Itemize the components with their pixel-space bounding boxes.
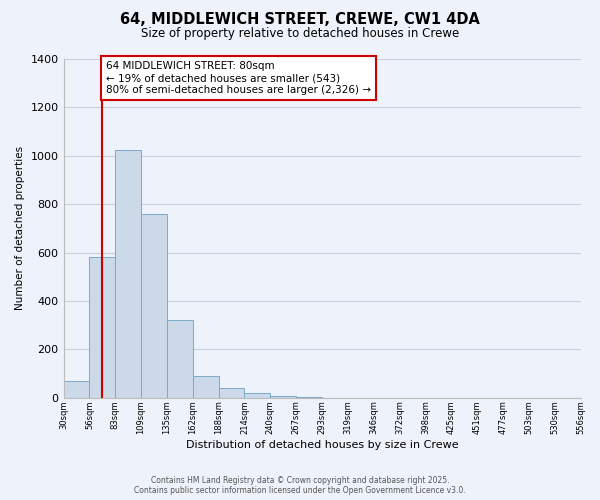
Bar bbox=[167, 320, 193, 398]
X-axis label: Distribution of detached houses by size in Crewe: Distribution of detached houses by size … bbox=[186, 440, 458, 450]
Bar bbox=[193, 376, 218, 398]
Text: Size of property relative to detached houses in Crewe: Size of property relative to detached ho… bbox=[141, 28, 459, 40]
Bar bbox=[89, 258, 115, 398]
Bar bbox=[64, 381, 89, 398]
Text: Contains HM Land Registry data © Crown copyright and database right 2025.
Contai: Contains HM Land Registry data © Crown c… bbox=[134, 476, 466, 495]
Text: 64 MIDDLEWICH STREET: 80sqm
← 19% of detached houses are smaller (543)
80% of se: 64 MIDDLEWICH STREET: 80sqm ← 19% of det… bbox=[106, 62, 371, 94]
Y-axis label: Number of detached properties: Number of detached properties bbox=[15, 146, 25, 310]
Bar bbox=[244, 393, 271, 398]
Bar bbox=[218, 388, 244, 398]
Bar bbox=[115, 150, 141, 398]
Bar bbox=[141, 214, 167, 398]
Text: 64, MIDDLEWICH STREET, CREWE, CW1 4DA: 64, MIDDLEWICH STREET, CREWE, CW1 4DA bbox=[120, 12, 480, 28]
Bar bbox=[271, 396, 296, 398]
